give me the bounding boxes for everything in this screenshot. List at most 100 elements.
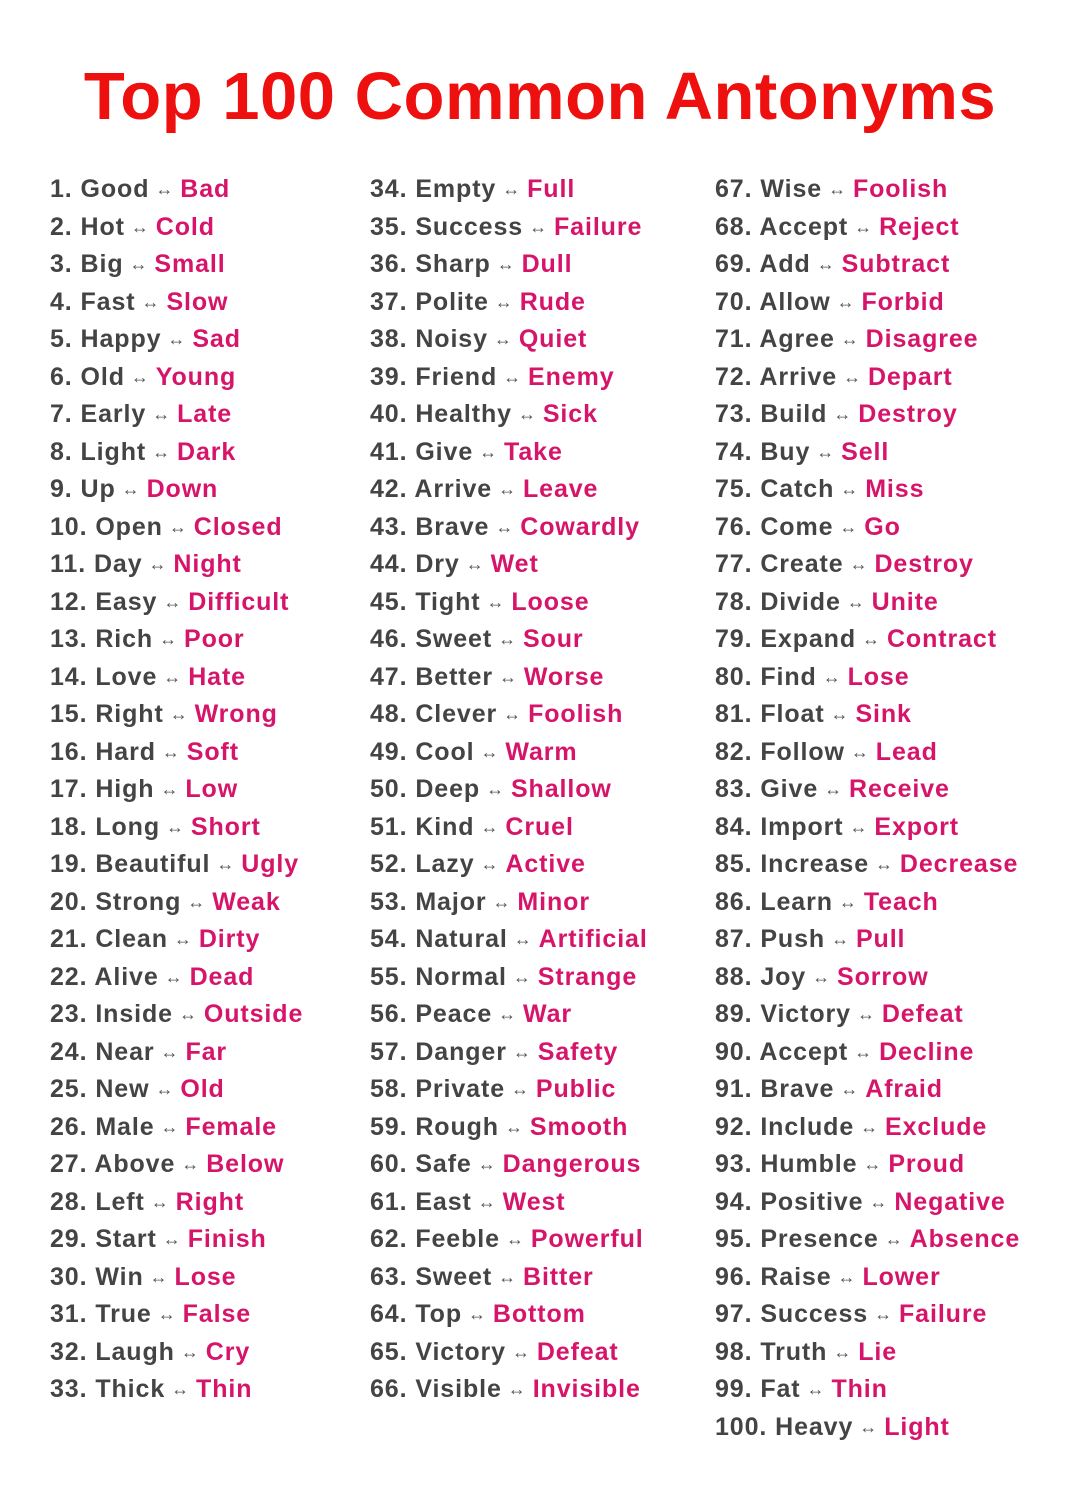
word: Raise <box>760 1262 832 1291</box>
antonym-row: 19. Beautiful ↔ Ugly <box>50 846 303 884</box>
double-arrow-icon: ↔ <box>152 404 172 424</box>
entry-number: 31. <box>50 1300 88 1328</box>
entry-number: 48. <box>370 700 408 728</box>
word: Noisy <box>415 325 488 353</box>
entry-number: 21. <box>50 925 88 953</box>
double-arrow-icon: ↔ <box>875 854 894 874</box>
double-arrow-icon: ↔ <box>149 1266 169 1287</box>
antonym-row: 92. Include ↔ Exclude <box>715 1109 1020 1147</box>
opposite-word: Loose <box>511 587 590 616</box>
opposite-word: Full <box>527 175 576 203</box>
entry-number: 36. <box>370 250 408 278</box>
entry-number: 68. <box>715 212 753 241</box>
antonym-row: 84. Import ↔ Export <box>715 809 1020 847</box>
entry-number: 94. <box>715 1187 753 1216</box>
entry-number: 86. <box>715 887 753 916</box>
opposite-word: Foolish <box>852 175 949 203</box>
word: Peace <box>415 1000 493 1028</box>
word: Positive <box>760 1187 864 1216</box>
word: Arrive <box>759 362 838 391</box>
double-arrow-icon: ↔ <box>503 704 523 724</box>
double-arrow-icon: ↔ <box>517 404 537 424</box>
double-arrow-icon: ↔ <box>480 741 500 762</box>
word: Normal <box>415 962 507 991</box>
double-arrow-icon: ↔ <box>840 479 860 499</box>
antonym-row: 79. Expand ↔ Contract <box>715 621 1020 659</box>
entry-number: 70. <box>715 287 753 316</box>
entry-number: 53. <box>370 887 408 916</box>
entry-number: 26. <box>50 1112 88 1141</box>
entry-number: 33. <box>50 1375 88 1403</box>
opposite-word: Lead <box>875 737 938 766</box>
opposite-word: Cold <box>155 212 215 241</box>
opposite-word: Invisible <box>532 1375 641 1403</box>
word: Love <box>95 662 158 691</box>
double-arrow-icon: ↔ <box>839 516 859 537</box>
antonym-column-2: 34. Empty ↔ Full 35. Success ↔ Failure 36. Sha… <box>370 171 648 1409</box>
word: Catch <box>760 475 835 503</box>
entry-number: 1. <box>50 175 73 203</box>
word: Add <box>759 250 811 278</box>
opposite-word: Take <box>504 437 563 466</box>
antonym-row: 17. High ↔ Low <box>50 771 303 809</box>
word: Hot <box>80 212 125 241</box>
opposite-word: West <box>502 1187 566 1216</box>
word: Near <box>95 1037 155 1066</box>
word: Empty <box>415 175 497 203</box>
antonym-row: 11. Day ↔ Night <box>50 546 303 584</box>
opposite-word: Safety <box>537 1037 619 1066</box>
antonym-row: 99. Fat ↔ Thin <box>715 1371 1020 1409</box>
word: True <box>95 1300 152 1328</box>
double-arrow-icon: ↔ <box>498 629 517 649</box>
double-arrow-icon: ↔ <box>836 291 856 312</box>
word: High <box>95 775 155 803</box>
entry-number: 84. <box>715 812 753 841</box>
antonym-row: 55. Normal ↔ Strange <box>370 959 648 997</box>
antonym-row: 64. Top ↔ Bottom <box>370 1296 648 1334</box>
antonym-row: 40. Healthy ↔ Sick <box>370 396 648 434</box>
double-arrow-icon: ↔ <box>869 1191 889 1212</box>
entry-number: 56. <box>370 1000 408 1028</box>
antonym-column-1: 1. Good ↔ Bad 2. Hot ↔ Cold 3. Big ↔ Small 4. Fas… <box>50 171 303 1409</box>
entry-number: 35. <box>370 212 408 241</box>
opposite-word: Smooth <box>529 1112 629 1141</box>
opposite-word: Soft <box>186 737 239 766</box>
entry-number: 69. <box>715 250 753 278</box>
opposite-word: Defeat <box>881 1000 964 1028</box>
opposite-word: Short <box>190 812 261 841</box>
double-arrow-icon: ↔ <box>504 1116 524 1137</box>
opposite-word: Sick <box>542 400 598 428</box>
double-arrow-icon: ↔ <box>854 1041 874 1062</box>
word: Hard <box>95 737 156 766</box>
opposite-word: Weak <box>212 887 281 916</box>
opposite-word: Enemy <box>528 362 615 391</box>
double-arrow-icon: ↔ <box>498 666 518 687</box>
entry-number: 38. <box>370 325 408 353</box>
word: New <box>95 1075 150 1103</box>
double-arrow-icon: ↔ <box>486 591 506 612</box>
antonym-row: 59. Rough ↔ Smooth <box>370 1109 648 1147</box>
double-arrow-icon: ↔ <box>884 1229 904 1249</box>
word: Private <box>415 1075 506 1103</box>
antonym-row: 80. Find ↔ Lose <box>715 659 1020 697</box>
word: Clever <box>415 700 498 728</box>
double-arrow-icon: ↔ <box>141 291 161 312</box>
entry-number: 74. <box>715 437 753 466</box>
word: Alive <box>94 962 159 991</box>
antonym-row: 3. Big ↔ Small <box>50 246 303 284</box>
antonym-row: 7. Early ↔ Late <box>50 396 303 434</box>
word: Joy <box>760 962 807 991</box>
double-arrow-icon: ↔ <box>495 516 515 537</box>
opposite-word: Destroy <box>874 550 974 578</box>
double-arrow-icon: ↔ <box>148 554 168 574</box>
entry-number: 99. <box>715 1375 753 1403</box>
antonym-row: 75. Catch ↔ Miss <box>715 471 1020 509</box>
antonym-row: 72. Arrive ↔ Depart <box>715 359 1020 397</box>
word: Come <box>760 512 834 541</box>
entry-number: 76. <box>715 512 753 541</box>
antonym-row: 9. Up ↔ Down <box>50 471 303 509</box>
double-arrow-icon: ↔ <box>856 1004 876 1024</box>
word: Feeble <box>415 1225 500 1253</box>
opposite-word: Sink <box>855 700 912 728</box>
antonym-row: 1. Good ↔ Bad <box>50 171 303 209</box>
